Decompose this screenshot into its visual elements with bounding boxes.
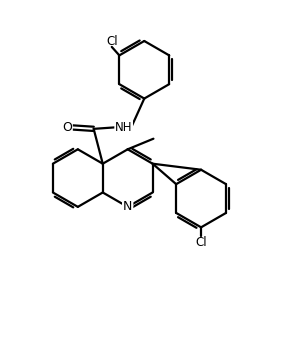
Text: NH: NH [115, 121, 132, 134]
Text: Cl: Cl [106, 35, 118, 48]
Text: Cl: Cl [195, 236, 207, 249]
Text: O: O [62, 121, 72, 134]
Text: N: N [123, 200, 132, 213]
